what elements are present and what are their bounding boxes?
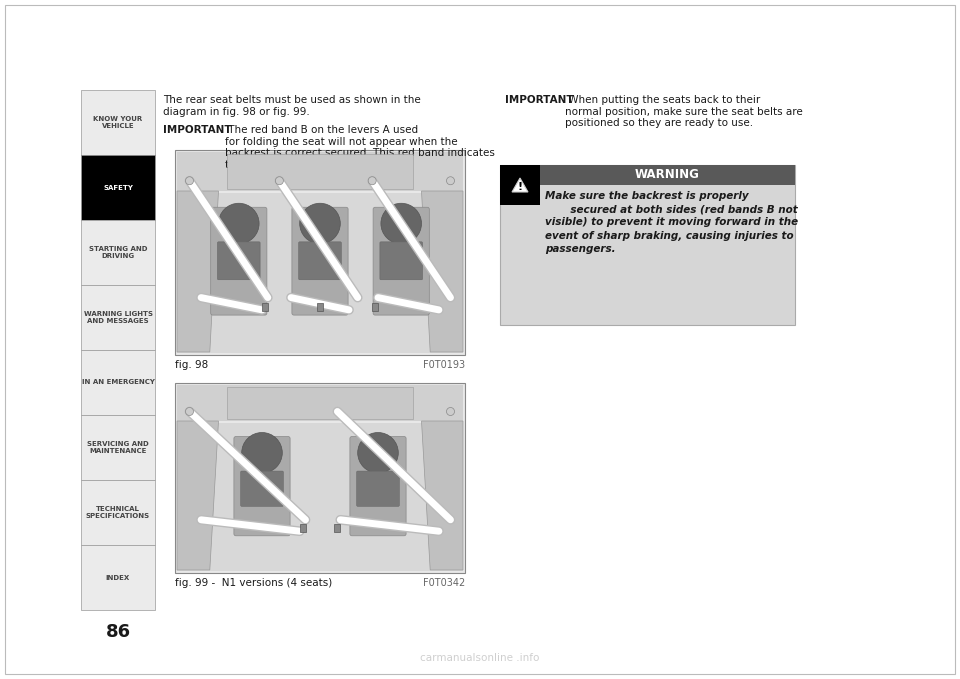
Bar bbox=[81, 480, 155, 545]
Circle shape bbox=[446, 177, 454, 185]
Text: INDEX: INDEX bbox=[106, 574, 131, 581]
Bar bbox=[500, 165, 795, 325]
Bar bbox=[177, 385, 463, 421]
Text: WARNING: WARNING bbox=[636, 168, 700, 181]
FancyBboxPatch shape bbox=[299, 242, 342, 280]
Bar bbox=[175, 383, 465, 573]
Text: IN AN EMERGENCY: IN AN EMERGENCY bbox=[82, 380, 155, 386]
Polygon shape bbox=[177, 421, 219, 570]
Text: The rear seat belts must be used as shown in the
diagram in fig. 98 or fig. 99.: The rear seat belts must be used as show… bbox=[163, 95, 420, 117]
Bar bbox=[317, 303, 323, 311]
Text: !: ! bbox=[517, 182, 522, 192]
Bar bbox=[177, 193, 463, 353]
Text: The red band B on the levers A used
for folding the seat will not appear when th: The red band B on the levers A used for … bbox=[225, 125, 494, 170]
Polygon shape bbox=[421, 191, 463, 352]
Text: SERVICING AND
MAINTENANCE: SERVICING AND MAINTENANCE bbox=[87, 441, 149, 454]
FancyBboxPatch shape bbox=[292, 207, 348, 315]
Bar bbox=[81, 545, 155, 610]
FancyBboxPatch shape bbox=[241, 471, 283, 507]
Bar bbox=[228, 387, 413, 419]
Text: 86: 86 bbox=[106, 623, 131, 641]
Circle shape bbox=[242, 433, 282, 473]
Bar bbox=[177, 423, 463, 571]
FancyBboxPatch shape bbox=[349, 437, 406, 536]
Text: TECHNICAL
SPECIFICATIONS: TECHNICAL SPECIFICATIONS bbox=[86, 506, 150, 519]
FancyBboxPatch shape bbox=[357, 471, 399, 507]
Text: F0T0193: F0T0193 bbox=[422, 360, 465, 370]
Bar bbox=[300, 524, 305, 532]
Circle shape bbox=[276, 177, 283, 185]
Bar bbox=[175, 150, 465, 355]
Bar bbox=[81, 220, 155, 285]
FancyBboxPatch shape bbox=[234, 437, 290, 536]
Circle shape bbox=[358, 433, 398, 473]
Text: SAFETY: SAFETY bbox=[103, 185, 132, 191]
Text: Make sure the backrest is properly
       secured at both sides (red bands B not: Make sure the backrest is properly secur… bbox=[545, 191, 798, 254]
Polygon shape bbox=[177, 191, 219, 352]
Bar bbox=[540, 165, 795, 185]
Circle shape bbox=[185, 177, 194, 185]
Text: STARTING AND
DRIVING: STARTING AND DRIVING bbox=[88, 246, 147, 259]
Text: fig. 99 -  N1 versions (4 seats): fig. 99 - N1 versions (4 seats) bbox=[175, 578, 332, 588]
Polygon shape bbox=[421, 421, 463, 570]
Bar bbox=[228, 154, 413, 189]
Text: WARNING LIGHTS
AND MESSAGES: WARNING LIGHTS AND MESSAGES bbox=[84, 311, 153, 324]
Circle shape bbox=[219, 203, 259, 244]
Text: IMPORTANT: IMPORTANT bbox=[505, 95, 574, 105]
Bar bbox=[177, 152, 463, 191]
Text: F0T0342: F0T0342 bbox=[422, 578, 465, 588]
FancyBboxPatch shape bbox=[373, 207, 429, 315]
Text: carmanualsonline .info: carmanualsonline .info bbox=[420, 653, 540, 663]
Text: fig. 98: fig. 98 bbox=[175, 360, 208, 370]
Bar bbox=[500, 165, 540, 205]
Bar bbox=[262, 303, 268, 311]
Circle shape bbox=[369, 177, 376, 185]
Text: KNOW YOUR
VEHICLE: KNOW YOUR VEHICLE bbox=[93, 116, 143, 129]
FancyBboxPatch shape bbox=[218, 242, 260, 280]
Polygon shape bbox=[512, 178, 528, 192]
Circle shape bbox=[185, 407, 194, 416]
Bar bbox=[81, 415, 155, 480]
Bar bbox=[81, 285, 155, 350]
Bar bbox=[372, 303, 378, 311]
Circle shape bbox=[300, 203, 340, 244]
Text: IMPORTANT: IMPORTANT bbox=[163, 125, 231, 135]
Bar bbox=[334, 524, 341, 532]
Text: When putting the seats back to their
normal position, make sure the seat belts a: When putting the seats back to their nor… bbox=[565, 95, 803, 128]
Bar bbox=[81, 90, 155, 155]
FancyBboxPatch shape bbox=[380, 242, 422, 280]
Bar bbox=[81, 350, 155, 415]
FancyBboxPatch shape bbox=[210, 207, 267, 315]
Circle shape bbox=[446, 407, 454, 416]
Bar bbox=[81, 155, 155, 220]
Circle shape bbox=[381, 203, 421, 244]
